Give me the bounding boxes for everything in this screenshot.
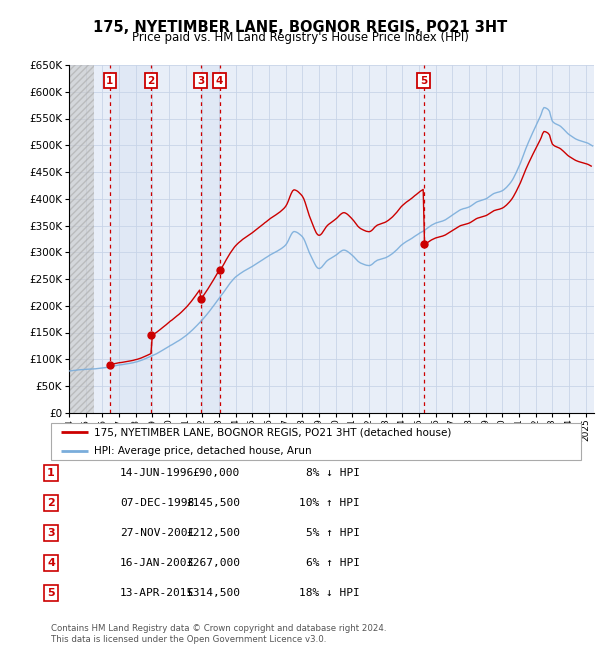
Text: £267,000: £267,000 (186, 558, 240, 568)
Text: £90,000: £90,000 (193, 468, 240, 478)
Text: £212,500: £212,500 (186, 528, 240, 538)
Text: £145,500: £145,500 (186, 498, 240, 508)
Text: 5% ↑ HPI: 5% ↑ HPI (306, 528, 360, 538)
Text: 3: 3 (197, 75, 204, 86)
Text: 4: 4 (47, 558, 55, 568)
Text: Price paid vs. HM Land Registry's House Price Index (HPI): Price paid vs. HM Land Registry's House … (131, 31, 469, 44)
Text: HPI: Average price, detached house, Arun: HPI: Average price, detached house, Arun (94, 447, 311, 456)
Bar (110, 65, 151, 413)
Text: 5: 5 (420, 75, 427, 86)
Text: 6% ↑ HPI: 6% ↑ HPI (306, 558, 360, 568)
Text: 4: 4 (216, 75, 223, 86)
Text: 3: 3 (47, 528, 55, 538)
Text: 07-DEC-1998: 07-DEC-1998 (120, 498, 194, 508)
Text: 175, NYETIMBER LANE, BOGNOR REGIS, PO21 3HT (detached house): 175, NYETIMBER LANE, BOGNOR REGIS, PO21 … (94, 427, 451, 437)
Text: £314,500: £314,500 (186, 588, 240, 598)
Text: 1: 1 (106, 75, 113, 86)
Bar (200, 65, 220, 413)
Text: Contains HM Land Registry data © Crown copyright and database right 2024.: Contains HM Land Registry data © Crown c… (51, 624, 386, 633)
Text: 2: 2 (47, 498, 55, 508)
Text: 2: 2 (148, 75, 155, 86)
Text: 16-JAN-2003: 16-JAN-2003 (120, 558, 194, 568)
Text: 1: 1 (47, 468, 55, 478)
Text: 175, NYETIMBER LANE, BOGNOR REGIS, PO21 3HT: 175, NYETIMBER LANE, BOGNOR REGIS, PO21 … (93, 20, 507, 34)
Text: 5: 5 (47, 588, 55, 598)
Text: 27-NOV-2001: 27-NOV-2001 (120, 528, 194, 538)
Text: 14-JUN-1996: 14-JUN-1996 (120, 468, 194, 478)
Bar (69, 65, 94, 413)
FancyBboxPatch shape (50, 422, 581, 460)
Text: This data is licensed under the Open Government Licence v3.0.: This data is licensed under the Open Gov… (51, 634, 326, 644)
Text: 13-APR-2015: 13-APR-2015 (120, 588, 194, 598)
Text: 10% ↑ HPI: 10% ↑ HPI (299, 498, 360, 508)
Text: 18% ↓ HPI: 18% ↓ HPI (299, 588, 360, 598)
Text: 8% ↓ HPI: 8% ↓ HPI (306, 468, 360, 478)
